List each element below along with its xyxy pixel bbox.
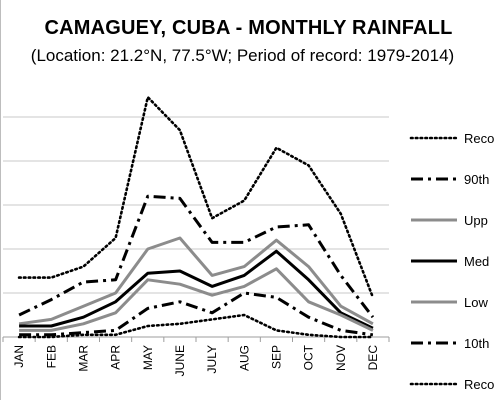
x-tick-label: NOV	[334, 345, 348, 371]
legend-label-1: 90th	[464, 172, 489, 187]
chart-subtitle: (Location: 21.2°N, 77.5°W; Period of rec…	[30, 46, 455, 65]
x-tick-label: MAY	[141, 345, 155, 370]
legend-label-2: Upp	[464, 213, 488, 228]
x-tick-label: OCT	[302, 344, 316, 370]
x-tick-label: FEB	[44, 345, 58, 368]
legend-label-6: Reco	[464, 377, 494, 392]
series-line-5	[19, 291, 374, 337]
x-tick-label: MAR	[76, 345, 90, 372]
x-tick-label: JULY	[205, 345, 219, 373]
x-tick-label: JUNE	[173, 345, 187, 376]
x-tick-label: DEC	[366, 345, 380, 371]
x-tick-label: APR	[109, 345, 123, 370]
x-tick-label: JAN	[12, 345, 26, 368]
x-tick-label: AUG	[237, 345, 251, 371]
legend-label-3: Med	[464, 254, 489, 269]
series-line-4	[19, 267, 374, 332]
chart-title: CAMAGUEY, CUBA - MONTHLY RAINFALL	[44, 17, 453, 39]
x-tick-label: SEP	[269, 345, 283, 369]
series-line-3	[19, 249, 374, 330]
legend-label-4: Low	[464, 295, 488, 310]
series-line-0	[17, 95, 375, 299]
legend-label-5: 10th	[464, 336, 489, 351]
series-line-2	[18, 236, 374, 326]
series-line-1	[18, 194, 375, 319]
series-line-6	[17, 313, 375, 339]
legend-label-0: Reco	[464, 131, 494, 146]
